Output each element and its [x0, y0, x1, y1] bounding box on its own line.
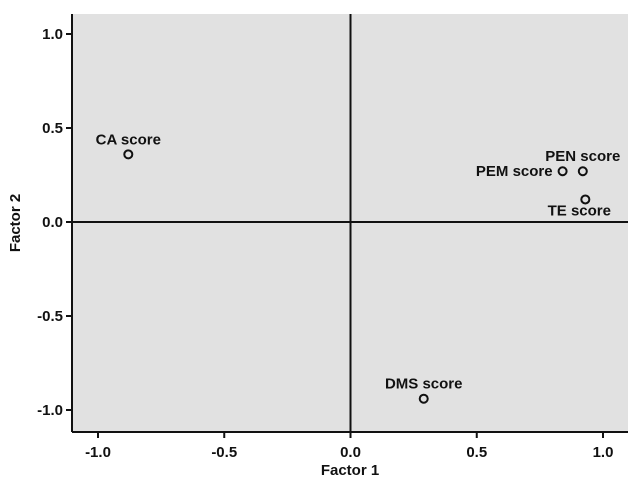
data-point-marker [418, 393, 429, 404]
x-tick-label: 0.5 [466, 444, 487, 461]
y-tick-label: -1.0 [37, 402, 63, 419]
y-axis-ticks: 1.0 0.5 0.0 -0.5 -1.0 [37, 26, 72, 419]
data-point-label: TE score [548, 202, 611, 219]
y-tick-label: 0.0 [42, 214, 63, 231]
y-axis-label: Factor 2 [7, 194, 24, 252]
y-tick-label: 1.0 [42, 26, 63, 43]
data-point-label: PEM score [476, 163, 553, 180]
x-tick-label: 1.0 [593, 444, 614, 461]
data-point-label: DMS score [385, 376, 463, 393]
data-point-marker [123, 149, 134, 160]
data-point-label: PEN score [545, 148, 620, 165]
x-tick-label: 0.0 [340, 444, 361, 461]
data-point-marker [577, 166, 588, 177]
data-point-marker [557, 166, 568, 177]
data-point-label: CA score [96, 131, 161, 148]
x-axis-ticks: -1.0 -0.5 0.0 0.5 1.0 [85, 432, 613, 461]
x-tick-label: -0.5 [211, 444, 237, 461]
data-point-marker [580, 194, 591, 205]
reference-lines [72, 14, 628, 432]
y-tick-label: -0.5 [37, 308, 63, 325]
x-tick-label: -1.0 [85, 444, 111, 461]
x-axis-label: Factor 1 [321, 462, 379, 479]
y-tick-label: 0.5 [42, 120, 63, 137]
